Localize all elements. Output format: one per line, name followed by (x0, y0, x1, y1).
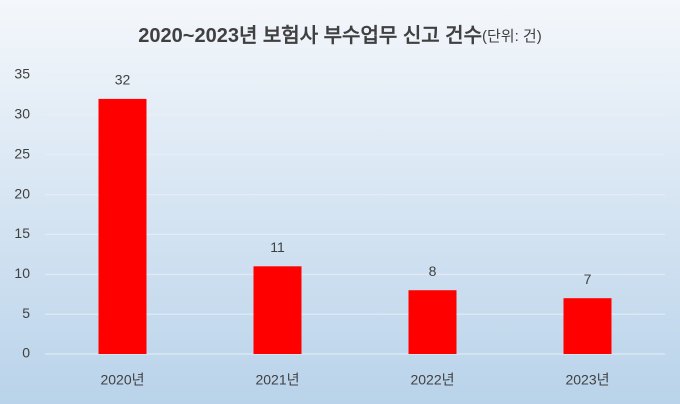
data-label: 11 (270, 239, 285, 255)
y-tick-label: 0 (22, 345, 30, 361)
x-tick-label: 2020년 (100, 372, 144, 388)
x-tick-label: 2022년 (410, 372, 454, 388)
y-tick-label: 5 (22, 305, 30, 321)
bar (563, 298, 612, 354)
bar (253, 266, 302, 354)
chart-title-group: 2020~2023년 보험사 부수업무 신고 건수(단위: 건) (138, 24, 541, 47)
y-tick-label: 30 (14, 106, 30, 122)
data-label: 32 (115, 72, 131, 88)
y-tick-label: 25 (14, 145, 30, 161)
chart-subtitle: (단위: 건) (482, 28, 542, 45)
bar (408, 290, 457, 354)
x-tick-label: 2021년 (255, 372, 299, 388)
y-tick-label: 15 (14, 225, 30, 241)
data-label: 8 (429, 263, 437, 279)
y-tick-label: 35 (14, 66, 30, 82)
x-tick-label: 2023년 (565, 372, 609, 388)
y-tick-label: 10 (14, 265, 30, 281)
y-tick-label: 20 (14, 185, 30, 201)
chart-title: 2020~2023년 보험사 부수업무 신고 건수 (138, 24, 482, 47)
bar (98, 98, 147, 355)
data-label: 7 (584, 271, 592, 287)
